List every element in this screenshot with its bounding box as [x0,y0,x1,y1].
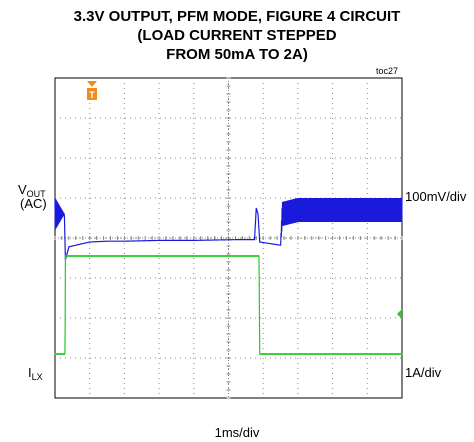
vout-label-sub: OUT [26,189,46,199]
trigger-marker: T [87,81,97,100]
vout-ac-label: (AC) [20,196,47,211]
chart-title-line-3: FROM 50mA TO 2A) [166,46,308,63]
channel-2-position-marker-icon [397,309,402,319]
ilx-label-sub: LX [31,372,43,382]
chart-title-line-2: (LOAD CURRENT STEPPED [137,27,337,44]
ilx-label-main: I [28,365,32,380]
ilx-trace [54,255,403,355]
vout-label-main: V [18,182,27,197]
chart-title-line-1: 3.3V OUTPUT, PFM MODE, FIGURE 4 CIRCUIT [73,8,401,25]
ilx-channel-label: ILX [28,366,43,384]
vout-channel-label: VOUT [18,183,46,201]
vout-trace [54,197,403,261]
trigger-arrow-icon [87,81,97,87]
vout-scale-label: 100mV/div [405,189,467,204]
trigger-label: T [89,90,95,100]
x-axis-label: 1ms/div [214,425,260,440]
figure-id: toc27 [376,66,398,76]
ilx-scale-label: 1A/div [405,365,442,380]
